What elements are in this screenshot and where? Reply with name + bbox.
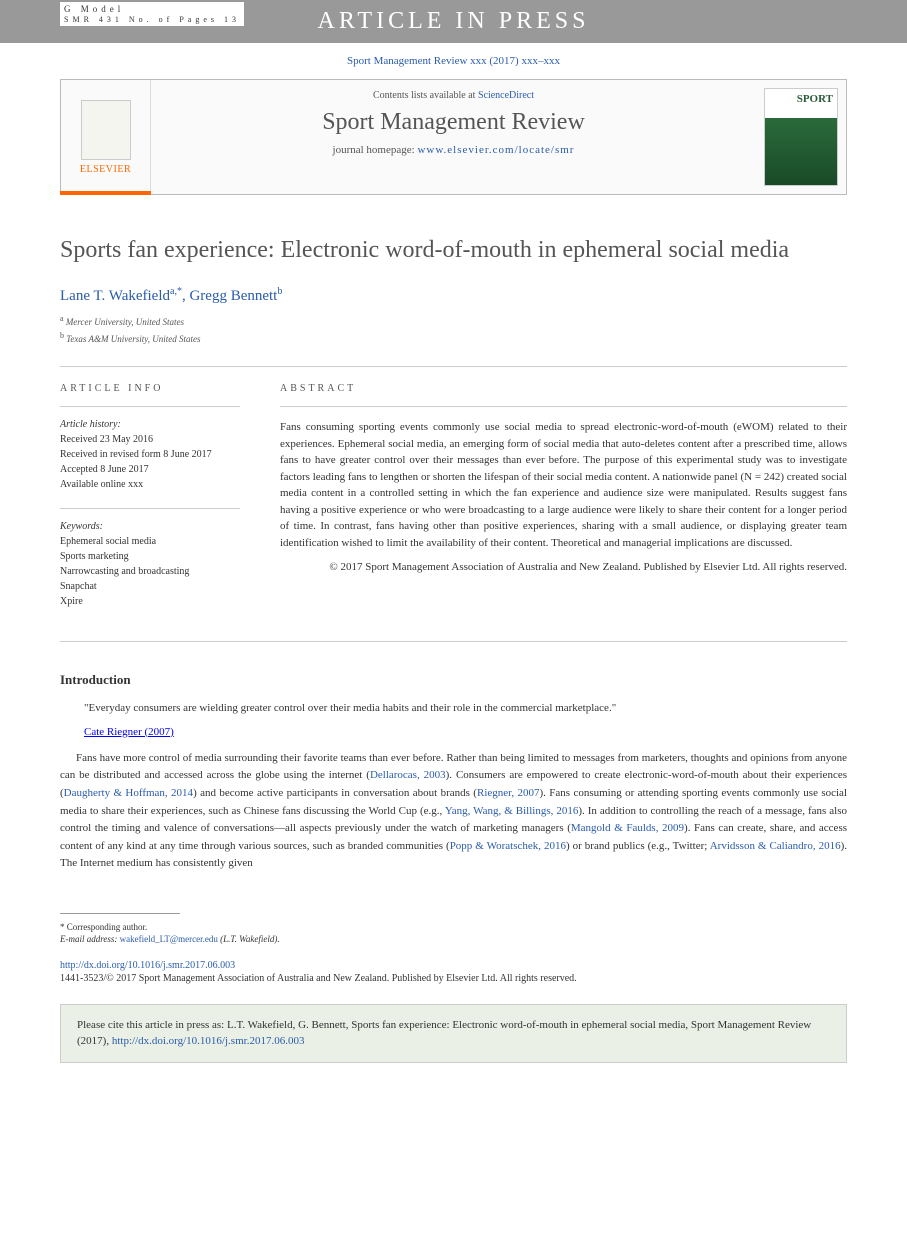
article-title: Sports fan experience: Electronic word-o… — [60, 235, 847, 266]
journal-center: Contents lists available at ScienceDirec… — [151, 80, 756, 194]
bottom-divider — [60, 641, 847, 642]
keyword: Ephemeral social media — [60, 534, 240, 549]
journal-name: Sport Management Review — [161, 109, 746, 136]
elsevier-label: ELSEVIER — [80, 164, 131, 175]
abstract-heading: ABSTRACT — [280, 383, 847, 394]
info-abstract-row: ARTICLE INFO Article history: Received 2… — [60, 367, 847, 641]
homepage-link[interactable]: www.elsevier.com/locate/smr — [417, 144, 574, 156]
journal-reference: Sport Management Review xxx (2017) xxx–x… — [0, 55, 907, 67]
keyword: Xpire — [60, 594, 240, 609]
journal-homepage: journal homepage: www.elsevier.com/locat… — [161, 144, 746, 156]
footer-divider — [60, 913, 180, 914]
history-section: Article history: Received 23 May 2016 Re… — [60, 419, 240, 492]
abstract-divider — [280, 406, 847, 407]
sciencedirect-link[interactable]: ScienceDirect — [478, 90, 534, 101]
article-info-heading: ARTICLE INFO — [60, 383, 240, 394]
history-item: Available online xxx — [60, 477, 240, 492]
citation-link[interactable]: Daugherty & Hoffman, 2014 — [64, 787, 193, 799]
intro-quote: "Everyday consumers are wielding greater… — [60, 700, 847, 718]
article-in-press-banner: G Model SMR 431 No. of Pages 13 ARTICLE … — [0, 0, 907, 43]
info-divider-2 — [60, 508, 240, 509]
quote-attribution: Cate Riegner (2007) — [60, 726, 847, 738]
email-link[interactable]: wakefield_LT@mercer.edu — [120, 934, 218, 944]
quote-attr-link[interactable]: Cate Riegner (2007) — [84, 726, 174, 738]
citation-box: Please cite this article in press as: L.… — [60, 1004, 847, 1063]
intro-body: Fans have more control of media surround… — [60, 750, 847, 873]
elsevier-tree-icon — [81, 100, 131, 160]
history-item: Received 23 May 2016 — [60, 432, 240, 447]
affiliations: a Mercer University, United States b Tex… — [60, 313, 847, 346]
affiliation-b: b Texas A&M University, United States — [60, 330, 847, 347]
citation-link[interactable]: Dellarocas, 2003 — [370, 769, 446, 781]
elsevier-logo-block: ELSEVIER — [61, 80, 151, 194]
gmodel-box: G Model SMR 431 No. of Pages 13 — [60, 2, 244, 26]
journal-cover: SPORT — [756, 80, 846, 194]
history-item: Received in revised form 8 June 2017 — [60, 447, 240, 462]
abstract-column: ABSTRACT Fans consuming sporting events … — [260, 383, 847, 625]
abstract-copyright: © 2017 Sport Management Association of A… — [280, 559, 847, 576]
email-label: E-mail address: — [60, 934, 120, 944]
cite-doi-link[interactable]: http://dx.doi.org/10.1016/j.smr.2017.06.… — [112, 1035, 305, 1047]
journal-header-box: ELSEVIER Contents lists available at Sci… — [60, 79, 847, 195]
homepage-prefix: journal homepage: — [333, 144, 418, 156]
email-suffix: (L.T. Wakefield). — [218, 934, 280, 944]
doi-link[interactable]: http://dx.doi.org/10.1016/j.smr.2017.06.… — [60, 960, 235, 971]
contents-line: Contents lists available at ScienceDirec… — [161, 90, 746, 101]
email-line: E-mail address: wakefield_LT@mercer.edu … — [60, 934, 847, 944]
article-info-column: ARTICLE INFO Article history: Received 2… — [60, 383, 260, 625]
authors-line: Lane T. Wakefielda,*, Gregg Bennettb — [60, 286, 847, 305]
author-2: Gregg Bennettb — [189, 288, 282, 304]
citation-link[interactable]: Riegner, 2007 — [477, 787, 540, 799]
affiliation-a: a Mercer University, United States — [60, 313, 847, 330]
keyword: Sports marketing — [60, 549, 240, 564]
introduction-heading: Introduction — [60, 672, 847, 688]
citation-link[interactable]: Arvidsson & Caliandro, 2016 — [710, 840, 841, 852]
keyword: Narrowcasting and broadcasting — [60, 564, 240, 579]
author-1: Lane T. Wakefielda,* — [60, 288, 182, 304]
doi-line: http://dx.doi.org/10.1016/j.smr.2017.06.… — [60, 960, 847, 971]
cover-thumbnail: SPORT — [764, 88, 838, 186]
issn-line: 1441-3523/© 2017 Sport Management Associ… — [60, 973, 847, 984]
citation-link[interactable]: Popp & Woratschek, 2016 — [450, 840, 566, 852]
contents-prefix: Contents lists available at — [373, 90, 478, 101]
history-item: Accepted 8 June 2017 — [60, 462, 240, 477]
keywords-section: Keywords: Ephemeral social media Sports … — [60, 521, 240, 609]
info-divider-1 — [60, 406, 240, 407]
keyword: Snapchat — [60, 579, 240, 594]
orange-accent-bar — [60, 191, 151, 195]
banner-text: ARTICLE IN PRESS — [318, 8, 590, 34]
corresponding-author: * Corresponding author. — [60, 922, 847, 932]
citation-link[interactable]: Mangold & Faulds, 2009 — [571, 822, 684, 834]
citation-link[interactable]: Yang, Wang, & Billings, 2016 — [445, 805, 579, 817]
gmodel-label: G Model — [64, 4, 240, 15]
gmodel-ref: SMR 431 No. of Pages 13 — [64, 15, 240, 25]
keywords-label: Keywords: — [60, 521, 240, 532]
abstract-text: Fans consuming sporting events commonly … — [280, 419, 847, 551]
cover-title: SPORT — [797, 93, 833, 105]
history-label: Article history: — [60, 419, 240, 430]
